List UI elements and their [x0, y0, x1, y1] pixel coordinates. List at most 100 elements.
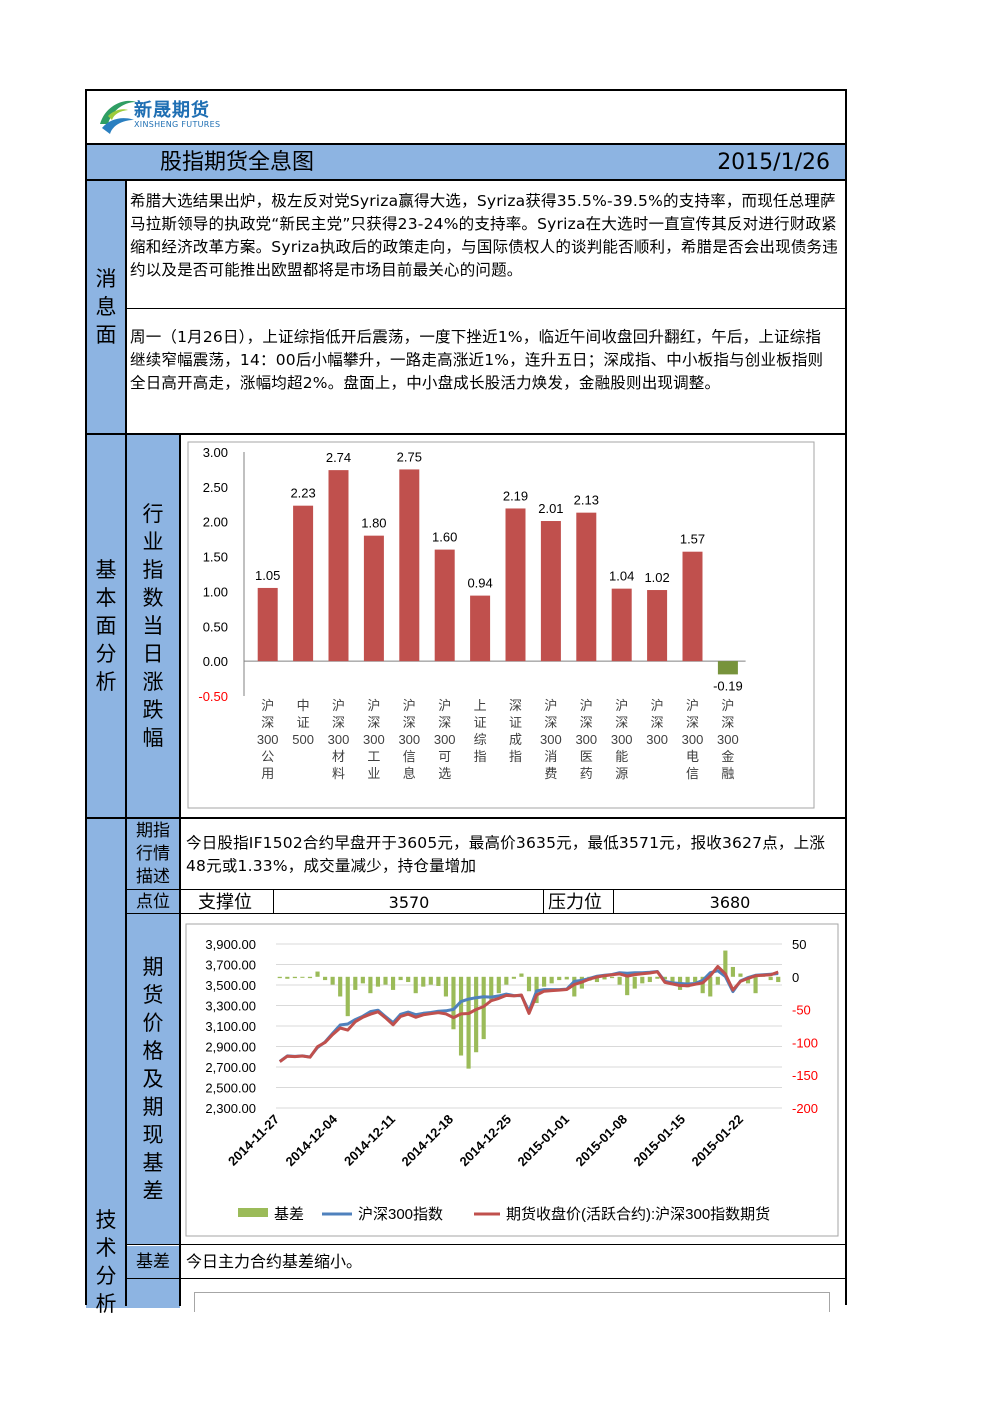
bar-y-tick: 1.00	[203, 584, 228, 599]
basis-bar	[685, 976, 690, 988]
basis-bar	[277, 976, 282, 979]
points-label: 点位	[136, 892, 170, 912]
basis-label-cell: 基差	[126, 1246, 180, 1278]
bar-value-label: 0.94	[467, 576, 492, 591]
basis-bar	[609, 976, 615, 979]
basis-bar	[300, 976, 305, 978]
logo-mark-icon	[100, 100, 136, 134]
bar-y-tick: 0.50	[203, 619, 228, 634]
basis-bar	[458, 976, 464, 1056]
line-x-tick: 2014-12-18	[398, 1112, 456, 1170]
futures-line-chart: 3,900.00 3,700.00 3,500.00 3,300.00 3,100.00…	[185, 923, 839, 1237]
basis-bar	[542, 976, 547, 987]
bar-8	[540, 521, 561, 662]
basis-bar	[285, 976, 290, 979]
bar-category-label: 沪深 300 公用	[257, 698, 279, 781]
basis-bar	[323, 976, 328, 981]
basis-bar	[776, 976, 781, 983]
basis-bar	[617, 976, 622, 985]
line-left-tick: 3,900.00	[205, 937, 256, 952]
bar-value-label: 1.05	[255, 568, 280, 583]
basis-bar	[353, 976, 358, 990]
logo-name-cn: 新晟期货	[134, 100, 210, 121]
page-title: 股指期货全息图	[160, 150, 315, 175]
resistance-value: 3680	[709, 893, 751, 912]
bar-13	[717, 661, 738, 675]
section-news: 消息面	[86, 180, 126, 434]
report-date: 2015/1/26	[717, 150, 830, 175]
basis-bar	[504, 976, 509, 985]
basis-bar	[700, 976, 705, 994]
news-paragraph-1: 希腊大选结果出炉，极左反对党Syriza赢得大选，Syriza获得35.5%-3…	[130, 192, 838, 279]
bar-value-label: 1.04	[609, 569, 634, 584]
bar-12	[682, 551, 703, 662]
points-label-cell: 点位	[126, 890, 180, 914]
bar-y-tick: 2.00	[203, 515, 228, 530]
line-right-tick: -200	[792, 1101, 818, 1116]
basis-bar	[360, 976, 365, 984]
basis-bar	[632, 976, 637, 989]
line-right-tick: -100	[792, 1035, 818, 1050]
basis-bar	[723, 950, 728, 977]
line-right-tick: 0	[792, 970, 799, 985]
basis-bar	[768, 976, 773, 981]
legend-index: 沪深300指数	[358, 1206, 443, 1223]
basis-bar	[708, 976, 713, 997]
bar-value-label: 2.01	[538, 501, 563, 516]
header-bar	[86, 144, 846, 180]
line-x-tick: 2014-12-11	[341, 1112, 398, 1169]
line-x-tick: 2014-11-27	[225, 1112, 282, 1169]
basis-bar	[693, 976, 698, 983]
futures-desc-label: 期指行情描述	[136, 821, 170, 887]
support-value: 3570	[388, 893, 430, 912]
section-technical-label: 技术分析	[95, 1208, 117, 1316]
bar-category-label: 上证综指	[474, 698, 487, 764]
bar-category-label: 深证成指	[509, 698, 522, 764]
line-left-tick: 2,300.00	[205, 1101, 256, 1116]
industry-label: 行业指数当日涨跌幅	[142, 502, 164, 750]
line-x-tick: 2015-01-08	[572, 1112, 630, 1170]
bar-category-label: 中证 500	[292, 698, 314, 747]
basis-bar	[330, 976, 335, 985]
line-left-tick: 3,100.00	[205, 1019, 256, 1034]
legend-futures: 期货收盘价(活跃合约):沪深300指数期货	[506, 1205, 770, 1223]
line-chart-frame	[185, 923, 839, 1237]
basis-bar	[670, 976, 675, 984]
basis-bar	[549, 976, 554, 984]
line-left-tick: 3,300.00	[205, 999, 256, 1014]
bar-category-label: 沪深 300	[646, 698, 668, 747]
bar-category-label: 沪深 300 信息	[398, 698, 420, 781]
basis-bar	[315, 971, 320, 977]
bar-category-label: 沪深 300 消费	[540, 698, 562, 781]
basis-bar	[443, 976, 449, 997]
bar-value-label: 1.57	[680, 532, 705, 547]
legend-basis: 基差	[274, 1206, 304, 1223]
basis-bar	[662, 976, 668, 980]
bar-10	[611, 588, 632, 662]
basis-bar	[398, 976, 403, 981]
basis-bar	[625, 976, 630, 996]
basis-bar	[745, 976, 751, 984]
basis-text: 今日主力合约基差缩小。	[186, 1252, 363, 1271]
basis-bar	[640, 976, 645, 984]
bar-category-label: 沪深 300 材料	[328, 698, 350, 781]
line-left-tick: 3,500.00	[205, 978, 256, 993]
bar-category-label: 沪深 300 电信	[682, 698, 704, 781]
bar-7	[505, 508, 526, 662]
bar-value-label: 1.02	[644, 570, 669, 585]
basis-bar	[368, 976, 373, 994]
basis-bar	[753, 976, 758, 994]
line-left-tick: 3,700.00	[205, 958, 256, 973]
bar-6	[470, 595, 491, 662]
basis-bar	[564, 976, 569, 980]
basis-bar	[406, 976, 411, 983]
bar-chart-frame	[187, 441, 815, 809]
bar-3	[363, 535, 384, 662]
basis-bar	[496, 976, 501, 994]
basis-label: 基差	[136, 1252, 170, 1272]
bar-value-label: -0.19	[713, 678, 743, 693]
line-x-tick: 2015-01-15	[630, 1112, 688, 1170]
bottom-label-cell	[126, 1278, 180, 1308]
basis-bar	[345, 976, 350, 1017]
basis-bar	[526, 976, 532, 992]
